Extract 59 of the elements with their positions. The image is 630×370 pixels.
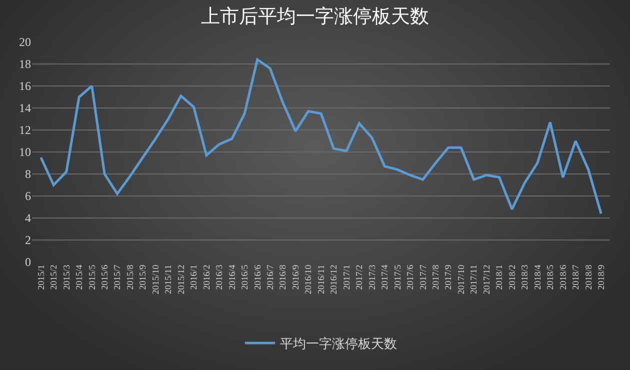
x-tick-label: 2016/2 — [201, 264, 212, 290]
x-tick-label: 2015/2 — [48, 264, 59, 290]
x-tick-label: 2017/4 — [380, 264, 390, 290]
x-tick-label: 2016/1 — [188, 264, 199, 290]
y-tick-label: 18 — [19, 57, 31, 72]
x-tick-label: 2016/10 — [303, 264, 314, 294]
chart-title: 上市后平均一字涨停板天数 — [201, 6, 429, 28]
x-tick-label: 2015/9 — [138, 264, 148, 290]
x-tick-label: 2017/1 — [341, 264, 352, 290]
x-tick-label: 2015/11 — [163, 264, 174, 294]
x-tick-label: 2015/4 — [74, 264, 84, 290]
x-tick-label: 2018/2 — [506, 264, 517, 290]
x-tick-label: 2016/3 — [214, 264, 224, 290]
x-tick-label: 2016/8 — [278, 264, 288, 290]
y-tick-label: 2 — [25, 233, 31, 248]
x-tick-label: 2017/7 — [418, 264, 428, 290]
x-tick-label: 2016/11 — [316, 264, 326, 294]
x-tick-label: 2018/3 — [520, 264, 530, 290]
x-tick-label: 2017/12 — [481, 264, 492, 294]
x-tick-label: 2017/3 — [366, 264, 377, 290]
y-tick-label: 0 — [25, 255, 31, 270]
x-tick-label: 2015/3 — [61, 264, 72, 290]
y-tick-label: 14 — [19, 101, 31, 116]
x-tick-label: 2016/4 — [226, 264, 237, 290]
x-tick-label: 2018/4 — [532, 264, 542, 290]
y-tick-label: 12 — [19, 123, 31, 138]
y-tick-label: 4 — [25, 211, 31, 226]
y-tick-label: 10 — [19, 145, 31, 160]
x-tick-label: 2017/8 — [430, 264, 441, 290]
x-tick-label: 2018/7 — [570, 264, 581, 290]
x-tick-label: 2016/6 — [252, 264, 262, 290]
x-tick-label: 2017/9 — [443, 264, 454, 290]
x-tick-label: 2016/12 — [328, 264, 339, 294]
x-tick-label: 2017/5 — [392, 264, 402, 290]
y-tick-label: 6 — [25, 189, 31, 204]
x-tick-label: 2018/1 — [494, 264, 504, 290]
x-tick-label: 2015/6 — [99, 264, 110, 290]
x-tick-label: 2015/1 — [36, 264, 46, 290]
x-tick-label: 2015/10 — [150, 264, 160, 294]
x-tick-label: 2018/6 — [558, 264, 568, 290]
x-tick-label: 2018/8 — [583, 264, 594, 290]
x-tick-label: 2015/12 — [176, 264, 186, 294]
x-tick-label: 2018/5 — [545, 264, 556, 290]
x-tick-label: 2017/11 — [468, 264, 479, 294]
line-series — [40, 58, 602, 215]
x-tick-label: 2018/9 — [596, 264, 606, 290]
x-tick-label: 2015/7 — [112, 264, 122, 290]
x-tick-label: 2017/10 — [456, 264, 466, 294]
y-tick-label: 20 — [19, 35, 31, 50]
x-tick-label: 2015/8 — [124, 264, 135, 290]
x-tick-label: 2016/5 — [240, 264, 250, 290]
x-tick-label: 2017/6 — [405, 264, 416, 290]
x-tick-label: 2016/7 — [264, 264, 275, 290]
legend-label: 平均一字涨停板天数 — [280, 336, 397, 352]
y-tick-label: 8 — [25, 167, 31, 182]
x-tick-label: 2015/5 — [86, 264, 97, 290]
y-tick-label: 16 — [19, 79, 31, 94]
x-tick-label: 2017/2 — [354, 264, 364, 290]
x-tick-label: 2016/9 — [290, 264, 300, 290]
